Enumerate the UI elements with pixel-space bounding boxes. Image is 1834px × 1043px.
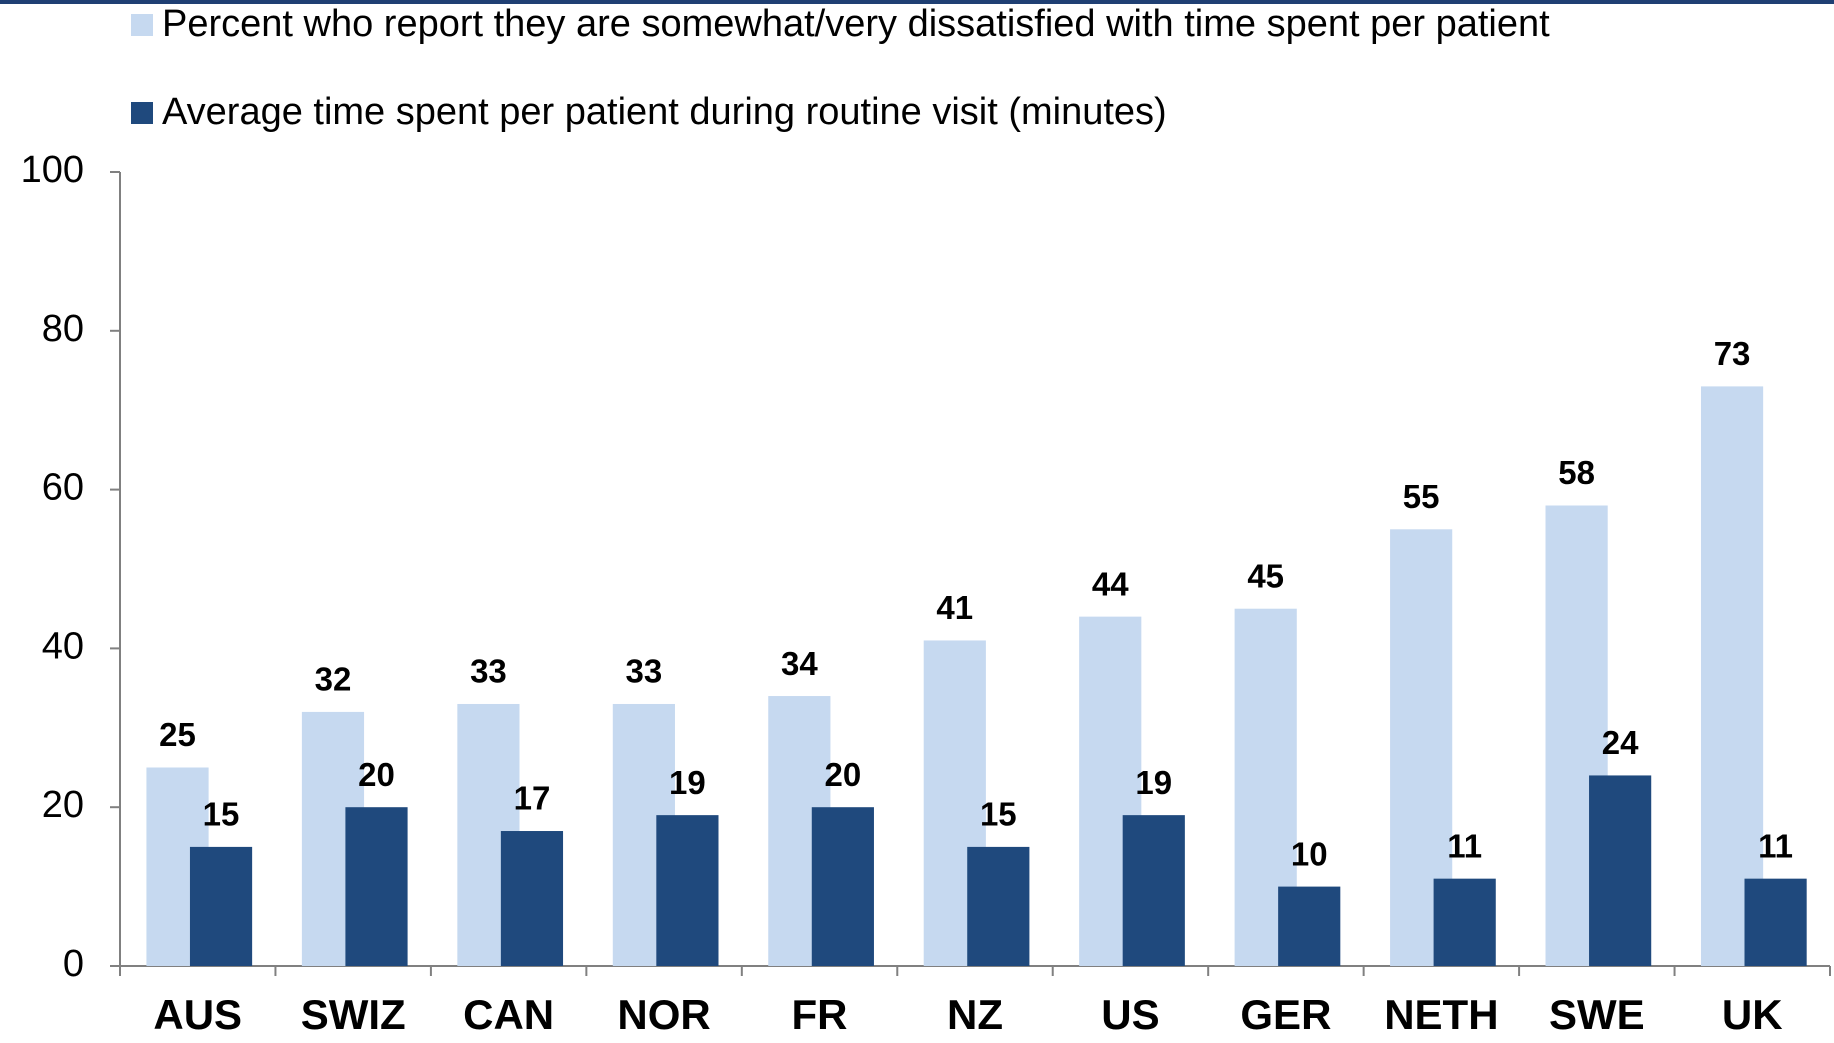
y-tick-label: 80 — [42, 308, 84, 350]
bar — [189, 846, 253, 966]
value-label: 73 — [1714, 335, 1751, 372]
x-tick-label: NETH — [1384, 991, 1498, 1038]
top-rule — [0, 0, 1834, 4]
bar — [656, 815, 719, 966]
x-tick-label: UK — [1722, 991, 1783, 1038]
bar — [1278, 886, 1341, 966]
value-label: 19 — [669, 764, 706, 801]
value-label: 58 — [1558, 454, 1595, 491]
legend-swatch — [131, 14, 153, 36]
value-label: 33 — [626, 653, 663, 690]
legend-swatch — [131, 102, 153, 124]
value-label: 20 — [825, 756, 862, 793]
value-label: 17 — [514, 780, 551, 817]
x-tick-label: NZ — [947, 991, 1003, 1038]
value-label: 11 — [1447, 827, 1482, 864]
bar — [967, 846, 1030, 966]
x-tick-label: NOR — [617, 991, 710, 1038]
value-label: 34 — [781, 645, 818, 682]
x-tick-label: SWE — [1549, 991, 1645, 1038]
legend-label: Percent who report they are somewhat/ver… — [162, 3, 1550, 45]
bar — [1700, 386, 1764, 966]
y-tick-label: 100 — [21, 149, 84, 191]
y-tick-label: 20 — [42, 784, 84, 826]
value-label: 10 — [1291, 835, 1328, 872]
bar — [811, 807, 874, 966]
legend-label: Average time spent per patient during ro… — [162, 91, 1167, 133]
bar — [345, 807, 408, 966]
value-label: 41 — [936, 589, 973, 626]
bar — [1433, 878, 1496, 966]
bar — [500, 831, 564, 966]
x-tick-label: CAN — [463, 991, 554, 1038]
value-label: 24 — [1602, 724, 1639, 761]
value-label: 45 — [1247, 557, 1284, 594]
x-tick-label: GER — [1240, 991, 1331, 1038]
value-label: 55 — [1403, 478, 1440, 515]
x-tick-label: US — [1101, 991, 1159, 1038]
value-label: 44 — [1092, 565, 1129, 602]
value-label: 15 — [980, 796, 1017, 833]
value-label: 19 — [1135, 764, 1172, 801]
value-label: 20 — [358, 756, 395, 793]
value-label: 33 — [470, 653, 507, 690]
value-label: 11 — [1758, 827, 1793, 864]
value-label: 32 — [315, 661, 352, 698]
value-label: 15 — [203, 796, 240, 833]
value-label: 25 — [159, 716, 196, 753]
y-tick-label: 0 — [63, 943, 84, 985]
y-tick-label: 40 — [42, 625, 84, 667]
x-tick-label: SWIZ — [301, 991, 406, 1038]
bar — [1589, 775, 1652, 966]
y-tick-label: 60 — [42, 467, 84, 509]
bar — [1744, 878, 1807, 966]
x-tick-label: FR — [792, 991, 848, 1038]
bar — [1122, 815, 1185, 966]
x-tick-label: AUS — [153, 991, 242, 1038]
